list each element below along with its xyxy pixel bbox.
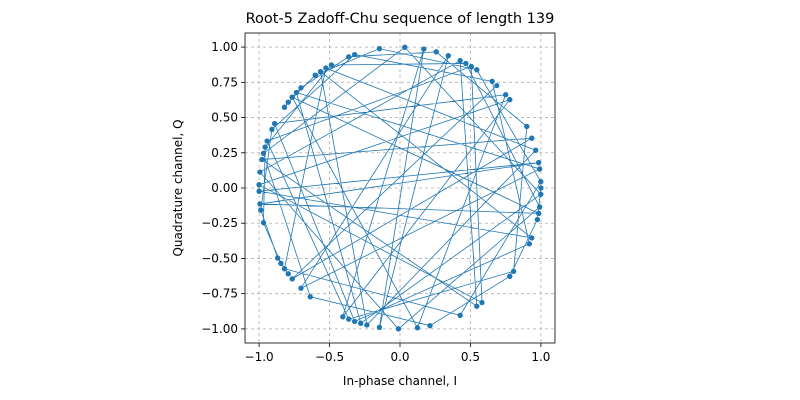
y-tick-label: −1.00: [201, 322, 238, 336]
data-point: [537, 166, 543, 172]
data-point: [285, 99, 291, 105]
data-point: [278, 260, 284, 266]
data-point: [358, 320, 364, 326]
data-point: [346, 316, 352, 322]
data-point: [538, 191, 544, 197]
data-point: [264, 138, 270, 144]
x-tick-label: 0.0: [390, 350, 409, 364]
data-point: [258, 207, 264, 213]
y-tick-label: −0.75: [201, 287, 238, 301]
data-point: [257, 169, 263, 175]
data-point: [433, 49, 439, 55]
data-point: [479, 299, 485, 306]
data-point: [364, 322, 370, 328]
data-point: [260, 150, 267, 156]
data-point: [293, 89, 300, 96]
data-point: [298, 285, 304, 291]
data-point: [307, 294, 313, 300]
data-point: [346, 54, 352, 60]
data-point: [529, 135, 535, 141]
data-point: [260, 220, 267, 226]
data-point: [376, 324, 383, 330]
data-point: [534, 216, 540, 223]
y-tick-label: 1.00: [211, 40, 238, 54]
x-tick-label: −1.0: [245, 350, 274, 364]
data-point: [269, 126, 275, 132]
data-point: [402, 44, 408, 50]
y-axis-label: Quadrature channel, Q: [171, 119, 185, 256]
data-point: [427, 323, 433, 329]
data-point: [298, 85, 304, 91]
data-point: [529, 235, 535, 241]
x-axis-label: In-phase channel, I: [343, 374, 457, 388]
data-point: [395, 326, 402, 332]
data-point: [463, 60, 469, 67]
data-point: [510, 268, 517, 274]
data-point: [328, 62, 334, 68]
y-tick-label: −0.50: [201, 251, 238, 265]
chart-title: Root-5 Zadoff-Chu sequence of length 139: [246, 11, 555, 27]
data-point: [352, 318, 358, 325]
data-point: [503, 92, 509, 98]
data-point: [414, 325, 421, 331]
data-point: [474, 67, 480, 73]
data-point: [352, 51, 358, 58]
data-point: [445, 53, 451, 59]
data-point: [536, 160, 542, 166]
data-point: [507, 273, 513, 279]
data-point: [507, 97, 513, 103]
data-point: [457, 312, 463, 318]
data-point: [538, 185, 544, 191]
y-tick-label: −0.25: [201, 216, 238, 230]
data-point: [533, 147, 539, 153]
data-point: [271, 121, 278, 127]
data-point: [289, 276, 295, 282]
data-point: [457, 58, 463, 64]
y-tick-label: 0.50: [211, 111, 238, 125]
data-point: [494, 82, 500, 89]
y-tick-label: 0.00: [211, 181, 238, 195]
data-point: [262, 144, 268, 150]
data-point: [256, 182, 262, 188]
x-tick-label: 1.0: [531, 350, 550, 364]
data-point: [489, 78, 495, 84]
data-point: [340, 314, 346, 320]
data-point: [312, 72, 318, 78]
data-point: [281, 104, 288, 110]
data-point: [289, 94, 295, 100]
data-point: [537, 204, 543, 210]
data-point: [285, 271, 291, 277]
data-point: [526, 241, 532, 247]
data-point: [421, 46, 427, 52]
data-point: [323, 65, 329, 71]
data-point: [524, 123, 530, 130]
data-point: [256, 188, 262, 194]
y-tick-label: 0.75: [211, 75, 238, 89]
data-point: [275, 255, 281, 261]
y-tick-label: 0.25: [211, 146, 238, 160]
data-point: [376, 46, 383, 52]
data-point: [259, 156, 265, 163]
data-point: [536, 210, 542, 216]
data-point: [317, 69, 324, 75]
data-point: [281, 266, 288, 272]
data-point: [538, 179, 544, 185]
x-tick-label: −0.5: [315, 350, 344, 364]
data-point: [474, 303, 480, 309]
data-point: [257, 201, 263, 207]
data-point: [468, 63, 474, 70]
axes-frame: [244, 32, 556, 344]
x-tick-label: 0.5: [461, 350, 480, 364]
